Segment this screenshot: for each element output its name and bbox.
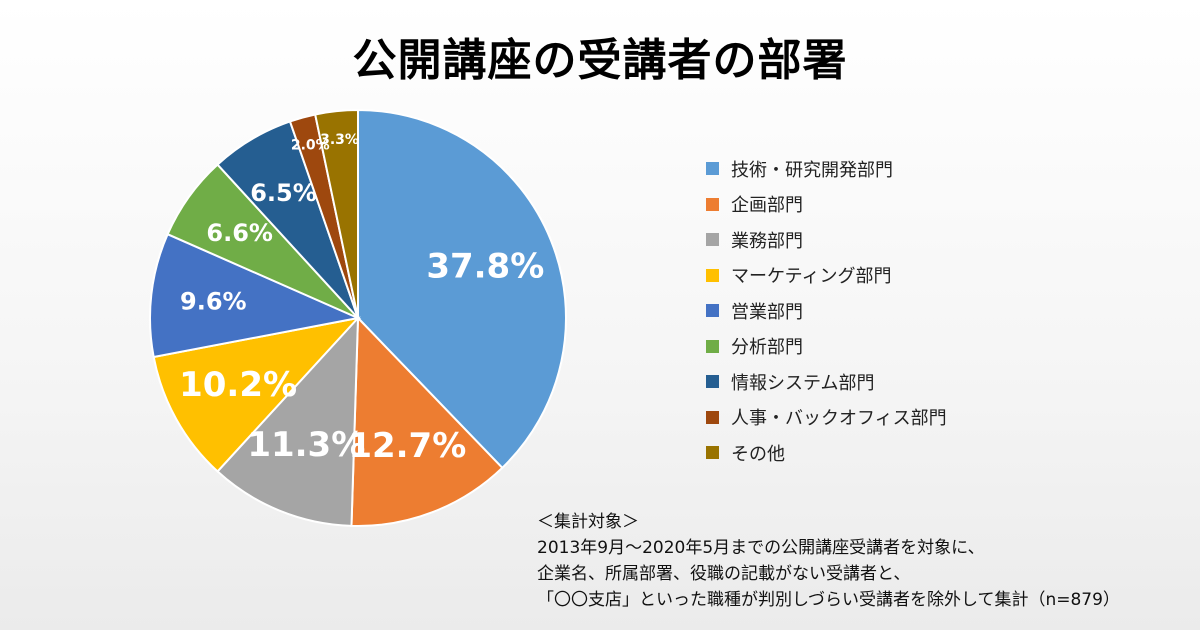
note-heading: ＜集計対象＞ (537, 512, 639, 532)
legend-label: マーケティング部門 (731, 266, 892, 288)
slice-value-label: 9.6% (180, 288, 247, 316)
pie-slice (216, 315, 360, 527)
legend-item: マーケティング部門 (706, 258, 1006, 294)
legend-item: 情報システム部門 (706, 364, 1006, 400)
note-line: 「〇〇支店」といった職種が判別しづらい受講者を除外して集計（n=879） (537, 590, 1120, 610)
pie-slice (350, 315, 504, 527)
legend-item: 企画部門 (706, 187, 1006, 223)
slice-value-label: 6.5% (250, 179, 317, 207)
legend-swatch (706, 268, 719, 282)
legend-item: 営業部門 (706, 293, 1006, 329)
legend-item: その他 (706, 435, 1006, 471)
chart-title: 公開講座の受講者の部署 (352, 35, 848, 86)
legend-label: 分析部門 (731, 337, 803, 359)
data-note: ＜集計対象＞ 2013年9月〜2020年5月までの公開講座受講者を対象に、 企業… (537, 509, 1187, 613)
slice-value-label: 11.3% (247, 425, 365, 465)
slice-value-label: 3.3% (320, 132, 359, 148)
slice-value-label: 10.2% (179, 365, 297, 405)
legend-label: 営業部門 (731, 301, 803, 323)
legend-label: 技術・研究開発部門 (731, 159, 893, 181)
legend-item: 技術・研究開発部門 (706, 151, 1006, 187)
slice-value-label: 2.0% (291, 138, 330, 154)
pie-slice (152, 316, 361, 473)
legend-label: 業務部門 (731, 230, 803, 252)
legend-swatch (706, 233, 719, 247)
legend-swatch (706, 339, 719, 353)
slice-value-label: 37.8% (426, 247, 544, 287)
legend-label: 情報システム部門 (731, 372, 875, 394)
legend-item: 分析部門 (706, 329, 1006, 365)
legend-swatch (706, 304, 719, 318)
pie-slice (357, 108, 567, 470)
slice-value-label: 12.7% (348, 426, 466, 466)
note-line: 企業名、所属部署、役職の記載がない受講者と、 (537, 564, 911, 584)
legend-swatch (706, 446, 719, 460)
pie-slice (149, 232, 362, 359)
legend-swatch (706, 410, 719, 424)
slice-value-label: 6.6% (206, 219, 273, 247)
legend-item: 人事・バックオフィス部門 (706, 400, 1006, 436)
pie-slice (313, 108, 359, 319)
legend-label: その他 (731, 443, 785, 465)
legend-swatch (706, 162, 719, 176)
legend-item: 業務部門 (706, 222, 1006, 258)
note-line: 2013年9月〜2020年5月までの公開講座受講者を対象に、 (537, 538, 985, 558)
legend-swatch (706, 197, 719, 211)
legend-swatch (706, 375, 719, 389)
legend-label: 人事・バックオフィス部門 (731, 408, 947, 430)
chart-legend: 技術・研究開発部門 企画部門業務部門マーケティング部門 営業部門分析部門情報システム… (706, 151, 1006, 471)
legend-label: 企画部門 (731, 195, 803, 217)
